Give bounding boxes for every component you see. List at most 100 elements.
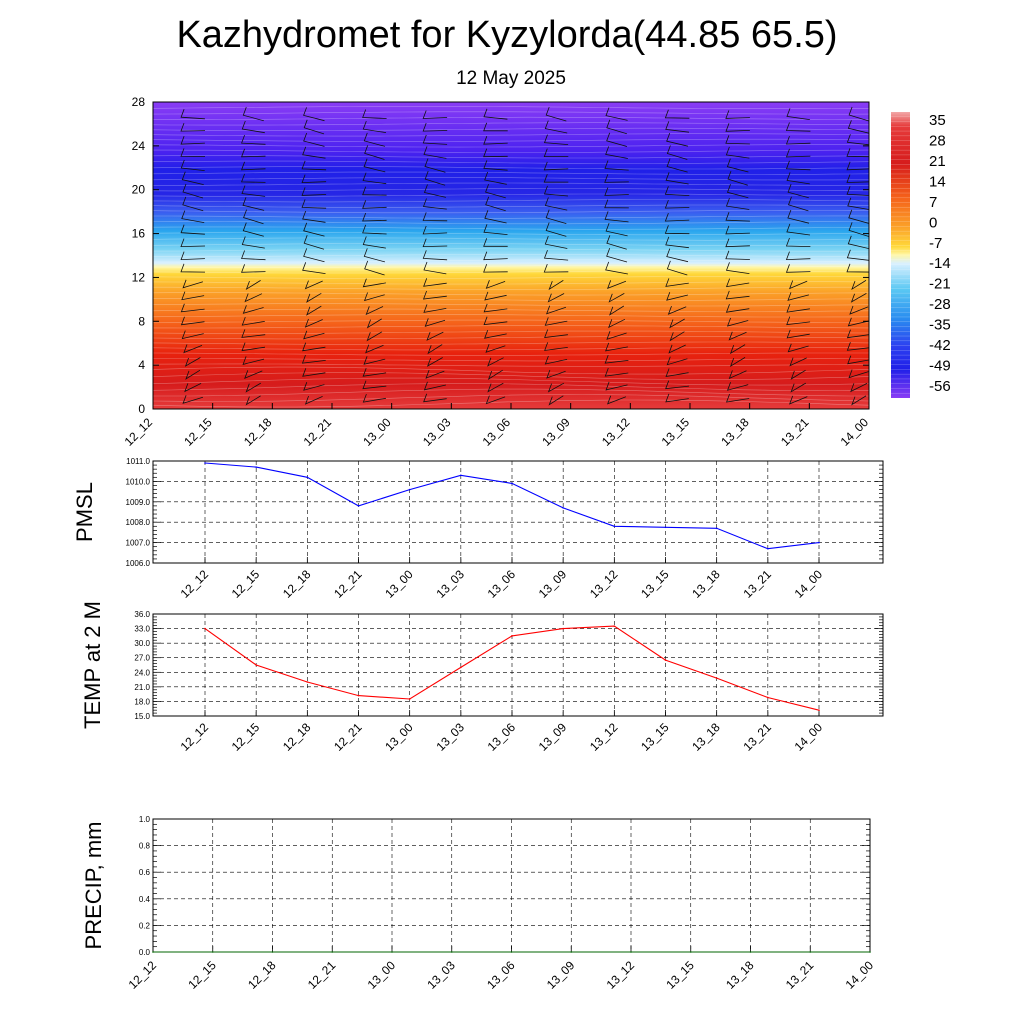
wind-barb <box>241 316 265 326</box>
data-point <box>715 527 718 530</box>
wind-barb <box>788 280 808 290</box>
wind-barb <box>483 224 508 235</box>
wind-barb <box>426 331 444 341</box>
y-tick-label: 0.0 <box>139 948 151 957</box>
wind-barb <box>605 107 628 121</box>
wind-barb <box>363 292 385 302</box>
y-tick-label: 24 <box>132 139 146 153</box>
isotherm-line <box>153 377 869 386</box>
wind-barb <box>363 132 386 147</box>
data-point <box>271 951 274 953</box>
wind-barb <box>725 212 750 222</box>
wind-barb <box>665 278 689 287</box>
wind-barb <box>850 383 868 393</box>
colorbar-label: -42 <box>929 337 951 354</box>
isotherm-line <box>153 358 869 362</box>
x-tick-label: 13_21 <box>778 415 812 449</box>
wind-barb <box>362 224 387 235</box>
wind-barb <box>725 135 750 145</box>
x-tick-label: 13_18 <box>689 567 723 601</box>
isotherm-line <box>153 341 869 345</box>
wind-barb <box>422 250 448 261</box>
isotherm-line <box>153 177 869 181</box>
wind-barb <box>544 197 568 211</box>
wind-barb <box>362 212 387 222</box>
wind-barb <box>483 263 508 273</box>
x-tick-label: 14_00 <box>792 720 826 754</box>
x-tick-label: 13_00 <box>382 567 416 601</box>
wind-barb <box>363 158 386 173</box>
wind-barb <box>487 357 504 367</box>
data-point <box>767 696 769 699</box>
wind-barb <box>241 161 266 171</box>
wind-barb <box>666 260 688 276</box>
chart-subtitle: 12 May 2025 <box>456 68 566 89</box>
wind-barb <box>362 368 387 377</box>
colorbar-label: 7 <box>929 194 937 211</box>
data-point <box>450 951 453 953</box>
wind-barb <box>302 368 326 377</box>
y-tick-label: 36.0 <box>134 610 150 619</box>
wind-barb <box>302 342 326 352</box>
x-tick-label: 13_12 <box>599 415 633 449</box>
wind-barb <box>548 395 564 406</box>
wind-barb <box>424 158 446 173</box>
data-point <box>391 951 393 953</box>
data-point <box>255 466 257 468</box>
colorbar-label: 21 <box>929 153 946 170</box>
isotherm-line <box>153 122 869 126</box>
x-tick-label: 14_00 <box>843 958 877 992</box>
wind-barb <box>544 317 568 326</box>
isotherm-line <box>153 297 869 301</box>
x-tick-label: 13_18 <box>689 720 723 754</box>
y-tick-label: 0.2 <box>139 921 151 930</box>
x-tick-label: 12_12 <box>122 415 156 449</box>
wind-barb <box>365 344 384 354</box>
data-point <box>152 951 154 953</box>
wind-barb <box>301 199 327 209</box>
isotherm-line <box>153 160 869 164</box>
wind-barb <box>484 210 507 224</box>
wind-barb <box>422 290 447 300</box>
isotherm-line <box>153 292 869 296</box>
x-tick-label: 12_15 <box>229 720 263 754</box>
isotherm-line <box>153 372 869 380</box>
wind-barb <box>483 136 508 145</box>
wind-barb <box>725 278 750 288</box>
isotherm-line <box>153 232 869 236</box>
wind-barb <box>180 148 206 157</box>
isotherm-line <box>153 116 869 120</box>
wind-barb <box>850 293 867 303</box>
wind-barb <box>485 395 506 405</box>
wind-barb <box>365 306 384 316</box>
wind-barb <box>604 160 629 171</box>
wind-barb <box>847 120 869 134</box>
y-tick-label: 0.8 <box>139 842 151 851</box>
wind-barb <box>846 186 869 196</box>
wind-barb <box>304 280 323 290</box>
isotherm-line <box>153 265 869 268</box>
data-point <box>818 541 820 544</box>
wind-barb <box>483 160 508 171</box>
wind-barb <box>725 146 750 159</box>
wind-barb <box>725 197 750 210</box>
wind-barb <box>303 330 325 340</box>
wind-barb <box>725 238 750 248</box>
isotherm-line <box>153 336 869 340</box>
wind-barb <box>787 209 810 224</box>
data-point <box>408 488 411 491</box>
wind-barb <box>785 148 811 158</box>
data-point <box>869 951 871 953</box>
wind-barb <box>180 238 206 248</box>
x-tick-label: 12_18 <box>245 958 279 992</box>
data-point <box>664 526 667 529</box>
wind-barb <box>362 120 387 133</box>
wind-barb <box>180 303 205 313</box>
wind-barb <box>181 330 204 340</box>
isotherm-line <box>153 171 869 175</box>
y-tick-label: 33.0 <box>134 625 150 634</box>
colorbar-label: 0 <box>929 214 937 231</box>
wind-barb <box>423 278 447 287</box>
y-tick-label: 16 <box>132 227 146 241</box>
data-point <box>562 507 564 509</box>
